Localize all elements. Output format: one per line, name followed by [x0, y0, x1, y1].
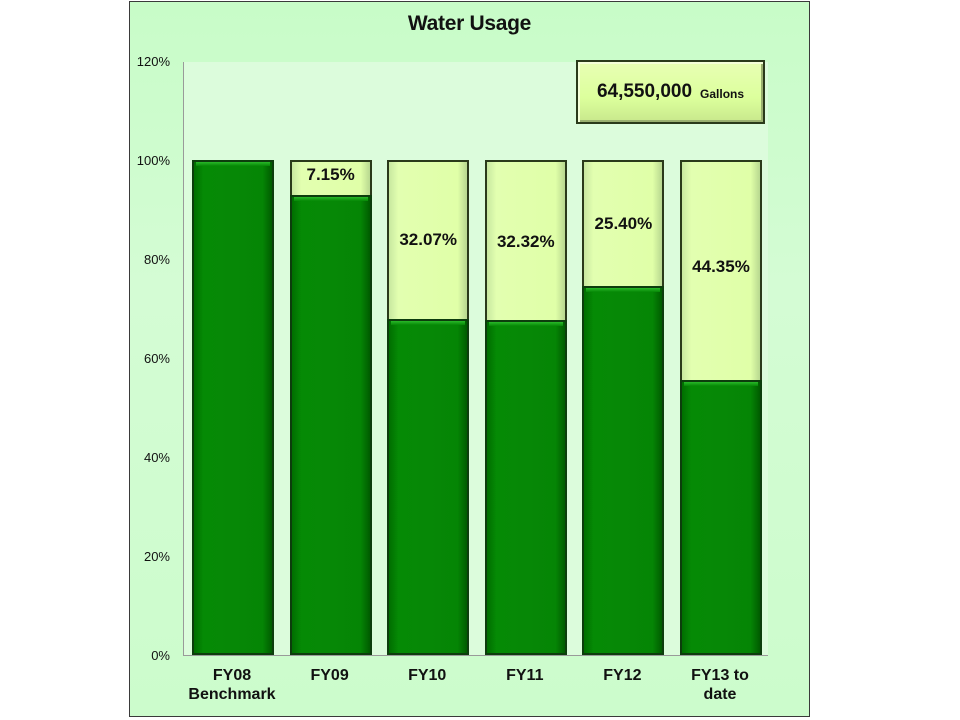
plot-area: 64,550,000 Gallons 7.15% 32.07% 32.32% 25.4…: [183, 60, 768, 656]
bar-fy10: 32.07%: [387, 160, 470, 655]
x-tick-label: FY10: [367, 666, 487, 685]
data-label: 32.07%: [399, 230, 458, 249]
chart-title: Water Usage: [407, 12, 532, 35]
data-label: 7.15%: [306, 165, 355, 184]
y-tick-label: 100%: [136, 153, 170, 168]
y-tick-label: 40%: [143, 450, 170, 465]
x-label-line1: FY12: [603, 667, 642, 684]
x-tick-label: FY13 to date: [660, 666, 780, 704]
x-tick-label: FY12: [562, 666, 682, 685]
bar-segment-usage: [387, 318, 470, 655]
bar-segment-reduction: 25.40%: [582, 160, 665, 288]
bar-segment-reduction: 32.07%: [387, 160, 470, 321]
x-tick-label: FY09: [270, 666, 390, 685]
bar-segment-reduction: 7.15%: [289, 160, 372, 198]
bar-segment-usage: [680, 379, 762, 655]
bar-fy13-to: 44.35%: [680, 160, 762, 655]
data-label: 44.35%: [692, 257, 750, 276]
bar-segment-usage: [192, 160, 274, 655]
bar-segment-usage: [289, 195, 372, 655]
y-tick-label: 120%: [136, 54, 170, 69]
x-label-line1: FY13 to: [691, 667, 749, 684]
y-tick-label: 20%: [143, 549, 170, 564]
x-label-line1: FY09: [310, 667, 349, 684]
bar-fy09: 7.15%: [289, 160, 372, 655]
total-gallons-unit: Gallons: [700, 86, 745, 101]
bar-fy08: [192, 160, 274, 655]
bar-segment-reduction: 32.32%: [484, 160, 567, 322]
data-label: 32.32%: [496, 232, 555, 251]
bar-segment-reduction: 44.35%: [680, 160, 762, 382]
chart-frame: Water Usage 0% 20% 40% 60% 80% 100% 120% 64,55…: [129, 1, 810, 717]
bar-segment-usage: [582, 285, 665, 655]
x-tick-label: FY11: [465, 666, 585, 685]
x-label-line2: Benchmark: [188, 686, 276, 703]
bar-fy12: 25.40%: [582, 160, 665, 655]
y-tick-label: 0%: [151, 648, 170, 663]
y-tick-label: 60%: [143, 351, 170, 366]
y-tick-label: 80%: [143, 252, 170, 267]
x-tick-label: FY08 Benchmark: [172, 666, 292, 704]
x-label-line1: FY10: [408, 667, 447, 684]
total-gallons-value: 64,550,000: [596, 81, 693, 102]
bar-fy11: 32.32%: [484, 160, 567, 655]
x-label-line1: FY08: [212, 667, 252, 684]
data-label: 25.40%: [594, 214, 653, 233]
x-label-line2: date: [703, 686, 737, 703]
total-gallons-box: 64,550,000 Gallons: [576, 60, 765, 124]
bar-segment-usage: [484, 319, 567, 655]
x-label-line1: FY11: [506, 667, 544, 684]
